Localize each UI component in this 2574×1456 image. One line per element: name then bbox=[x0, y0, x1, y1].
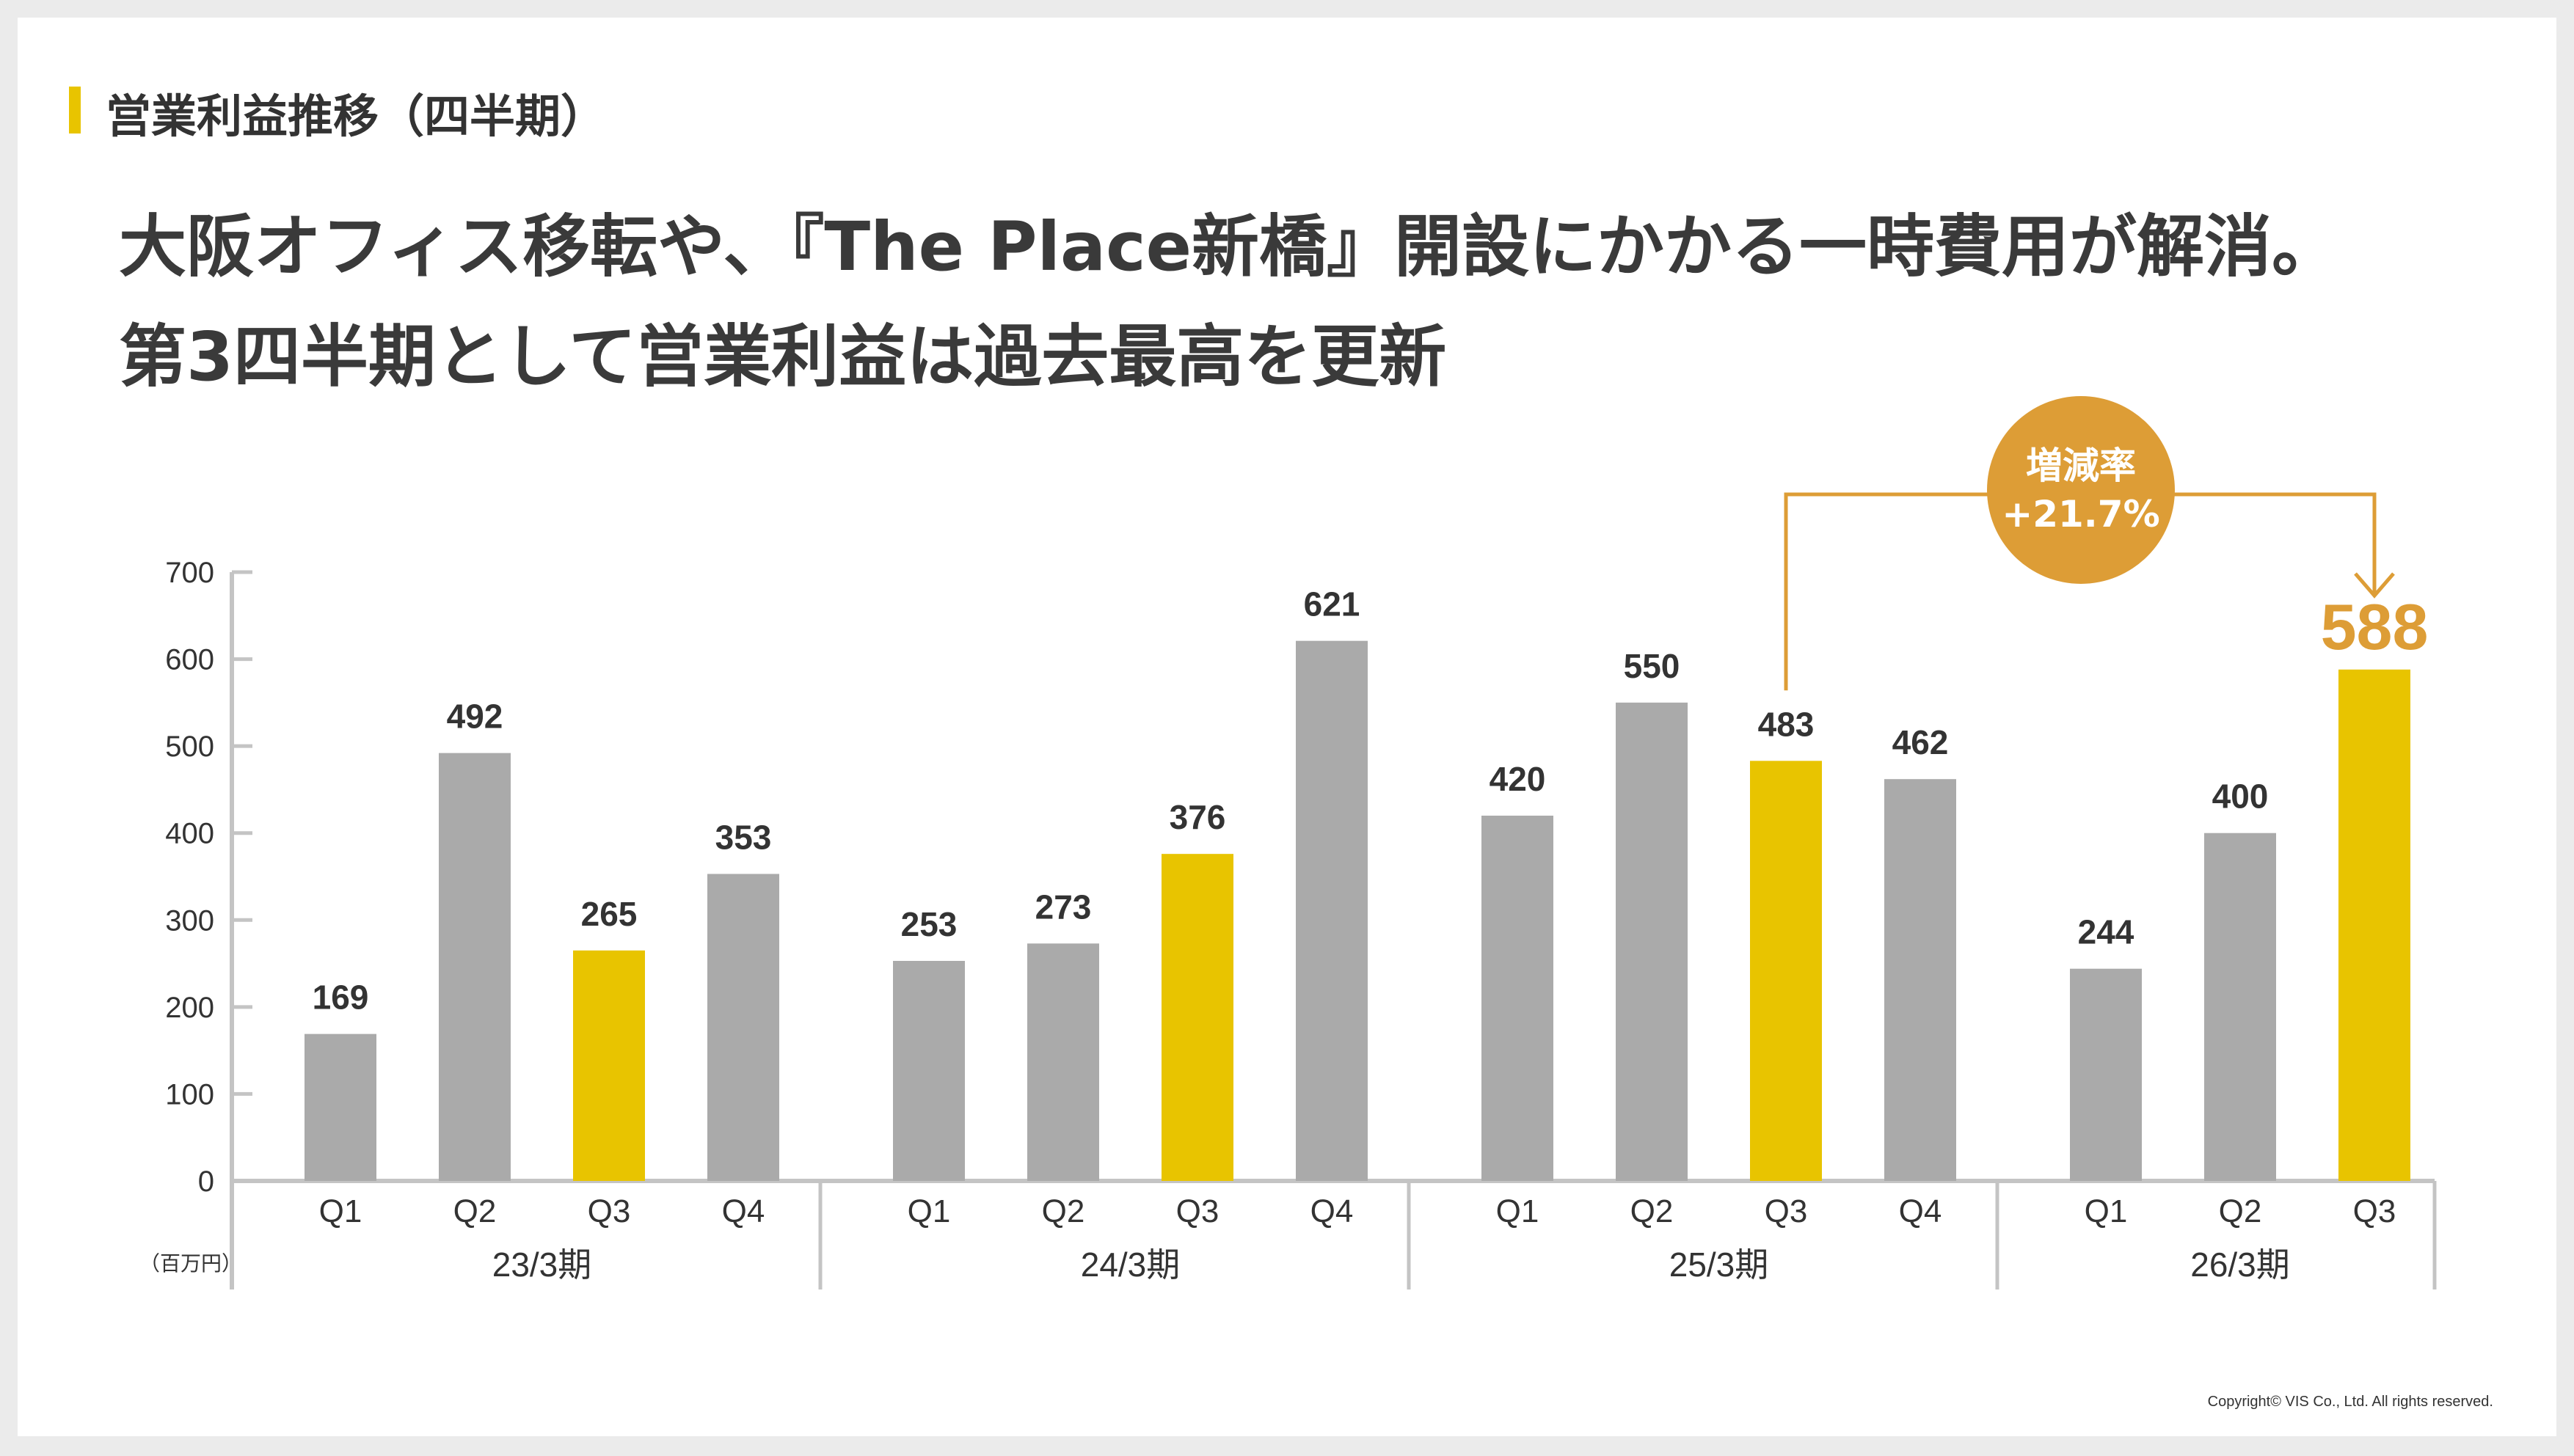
y-tick-label: 200 bbox=[165, 992, 214, 1024]
bar-value-label: 462 bbox=[1892, 723, 1949, 761]
quarter-label: Q3 bbox=[1765, 1193, 1808, 1229]
y-tick-label: 500 bbox=[165, 731, 214, 763]
bar-23/3期-Q1 bbox=[305, 1034, 376, 1181]
quarter-label: Q2 bbox=[1630, 1193, 1674, 1229]
headline: 大阪オフィス移転や、『The Place新橋』開設にかかる一時費用が解消。 第3… bbox=[119, 192, 2467, 412]
bar-25/3期-Q4 bbox=[1884, 779, 1956, 1181]
y-tick-label: 100 bbox=[165, 1078, 214, 1111]
quarter-label: Q3 bbox=[2353, 1193, 2396, 1229]
quarter-label: Q1 bbox=[319, 1193, 362, 1229]
bar-value-label: 244 bbox=[2078, 913, 2134, 951]
growth-rate-label: 増減率 bbox=[2026, 445, 2136, 487]
section-accent-bar bbox=[69, 87, 81, 133]
quarter-label: Q2 bbox=[2219, 1193, 2262, 1229]
growth-arrowhead bbox=[2354, 572, 2395, 599]
bar-23/3期-Q2 bbox=[439, 753, 511, 1181]
copyright-notice: Copyright© VIS Co., Ltd. All rights rese… bbox=[2207, 1394, 2493, 1410]
y-tick-label: 300 bbox=[165, 904, 214, 937]
bar-25/3期-Q3 bbox=[1750, 761, 1822, 1181]
fiscal-year-label: 26/3期 bbox=[2190, 1245, 2290, 1284]
bar-value-label: 253 bbox=[901, 905, 958, 943]
bar-26/3期-Q1 bbox=[2070, 968, 2142, 1181]
bar-value-label: 621 bbox=[1304, 585, 1360, 623]
y-tick-label: 700 bbox=[165, 557, 214, 589]
bar-24/3期-Q4 bbox=[1296, 640, 1368, 1181]
bar-value-label: 400 bbox=[2212, 778, 2269, 816]
fiscal-year-label: 24/3期 bbox=[1081, 1245, 1181, 1284]
y-tick-label: 600 bbox=[165, 644, 214, 676]
quarter-label: Q4 bbox=[1899, 1193, 1942, 1229]
bar-value-label: 353 bbox=[715, 818, 772, 856]
bar-value-label: 265 bbox=[581, 895, 638, 933]
quarter-label: Q1 bbox=[1496, 1193, 1539, 1229]
growth-rate-value: +21.7% bbox=[2002, 493, 2160, 535]
headline-line-2: 第3四半期として営業利益は過去最高を更新 bbox=[119, 318, 1447, 396]
slide bbox=[18, 18, 2556, 1436]
fiscal-year-label: 23/3期 bbox=[492, 1245, 592, 1284]
quarter-label: Q2 bbox=[453, 1193, 497, 1229]
bar-25/3期-Q1 bbox=[1481, 816, 1553, 1181]
bar-value-label-highlight: 588 bbox=[2321, 590, 2429, 663]
bar-value-label: 550 bbox=[1624, 647, 1680, 685]
growth-rate-badge: 増減率 +21.7% bbox=[1987, 396, 2175, 584]
bar-value-label: 483 bbox=[1758, 705, 1815, 743]
bar-26/3期-Q2 bbox=[2204, 833, 2276, 1181]
bar-23/3期-Q4 bbox=[707, 874, 779, 1181]
quarter-label: Q4 bbox=[1310, 1193, 1354, 1229]
bar-24/3期-Q1 bbox=[893, 961, 965, 1181]
quarter-label: Q1 bbox=[908, 1193, 951, 1229]
y-tick-label: 0 bbox=[198, 1166, 214, 1198]
quarter-label: Q3 bbox=[588, 1193, 631, 1229]
quarter-label: Q1 bbox=[2085, 1193, 2128, 1229]
fiscal-year-label: 25/3期 bbox=[1669, 1245, 1769, 1284]
bar-24/3期-Q3 bbox=[1162, 854, 1233, 1181]
bar-23/3期-Q3 bbox=[573, 950, 645, 1181]
bar-value-label: 169 bbox=[313, 978, 369, 1017]
quarter-label: Q4 bbox=[722, 1193, 765, 1229]
quarter-label: Q3 bbox=[1176, 1193, 1219, 1229]
headline-line-1: 大阪オフィス移転や、『The Place新橋』開設にかかる一時費用が解消。 bbox=[119, 208, 2340, 286]
bar-value-label: 492 bbox=[447, 698, 503, 736]
y-tick-label: 400 bbox=[165, 818, 214, 850]
bar-25/3期-Q2 bbox=[1616, 702, 1688, 1181]
quarter-label: Q2 bbox=[1042, 1193, 1085, 1229]
bar-24/3期-Q2 bbox=[1027, 943, 1099, 1181]
y-unit-label: （百万円） bbox=[139, 1252, 242, 1275]
bar-26/3期-Q3 bbox=[2338, 669, 2410, 1181]
bar-value-label: 273 bbox=[1035, 888, 1092, 926]
bar-value-label: 420 bbox=[1490, 760, 1546, 798]
bar-value-label: 376 bbox=[1170, 798, 1226, 836]
section-title: 営業利益推移（四半期） bbox=[106, 89, 607, 143]
